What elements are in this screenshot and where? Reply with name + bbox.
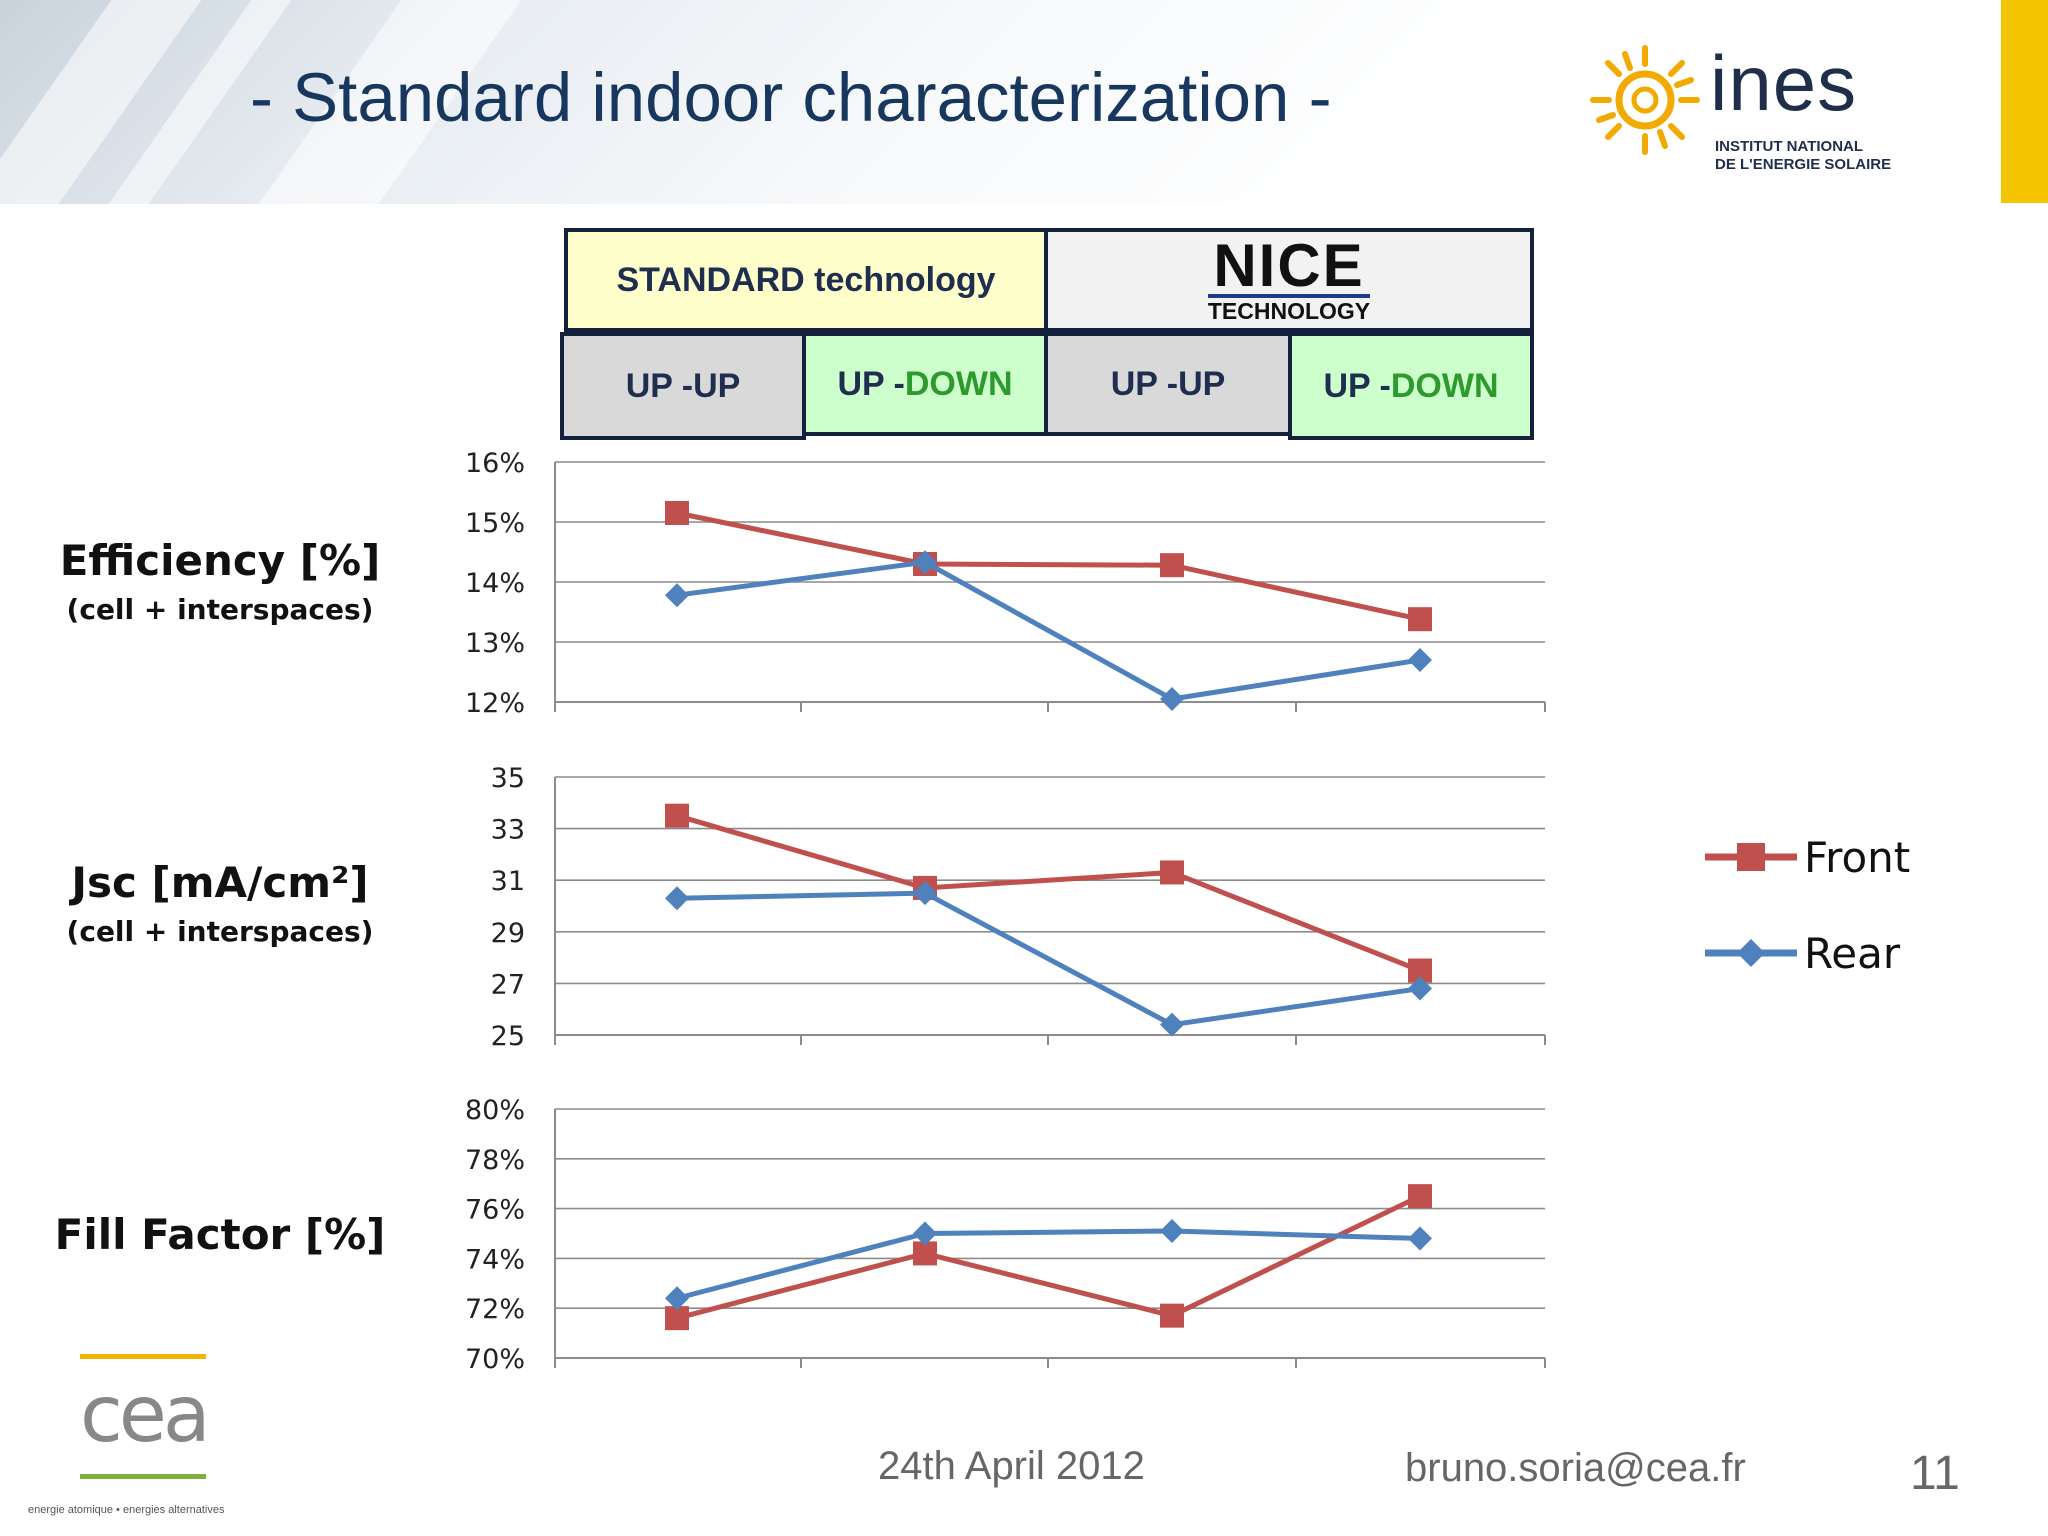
ines-logo: ines INSTITUT NATIONAL DE L'ENERGIE SOLA… [1585, 39, 1925, 180]
jsc-rear-point [1160, 1012, 1184, 1037]
jsc-ytick-label: 25 [491, 1021, 525, 1052]
footer-date: 24th April 2012 [878, 1444, 1145, 1488]
jsc-ytick-label: 27 [491, 969, 525, 1000]
legend-front-label: Front [1804, 833, 1910, 882]
ff-rear-point [913, 1221, 937, 1246]
efficiency-front-point [665, 501, 689, 525]
nice-technology-header: NICE TECHNOLOGY [1044, 228, 1534, 332]
efficiency-ytick-label: 13% [465, 628, 525, 659]
column-header-nice-up-up: UP - UP [1044, 332, 1292, 436]
jsc-ytick-label: 33 [491, 815, 525, 846]
page-number: 11 [1910, 1447, 1960, 1500]
ff-ytick-label: 70% [465, 1344, 525, 1375]
ff-ytick-label: 72% [465, 1294, 525, 1325]
ff-ytick-label: 80% [465, 1095, 525, 1126]
column-header-standard-up-down: UP - DOWN [802, 332, 1048, 436]
jsc-ytick-label: 29 [491, 918, 525, 949]
ff-rear-point [1408, 1226, 1432, 1251]
slide-title: - Standard indoor characterization - [250, 59, 1332, 136]
efficiency-label: Efficiency [%] (cell + interspaces) [59, 536, 381, 626]
legend-rear-marker [1737, 939, 1765, 967]
fill-factor-label: Fill Factor [%] [54, 1210, 386, 1259]
efficiency-ytick-label: 15% [465, 508, 525, 539]
jsc-series-front-line [676, 813, 1421, 973]
efficiency-rear-point [665, 583, 689, 608]
ff-ytick-label: 74% [465, 1244, 525, 1275]
efficiency-ytick-label: 14% [465, 568, 525, 599]
efficiency-rear-point [913, 550, 937, 575]
ff-series-rear-line [676, 1228, 1421, 1301]
accent-bar [2001, 0, 2048, 203]
nice-logo: NICE [1213, 231, 1365, 299]
jsc-rear-point [913, 881, 937, 906]
legend-rear-label: Rear [1804, 929, 1901, 978]
efficiency-rear-point [1408, 648, 1432, 672]
ff-front-point [1408, 1184, 1432, 1209]
efficiency-rear-point [1160, 687, 1184, 711]
efficiency-front-point [1408, 607, 1432, 632]
column-header-standard-up-up: UP - UP [560, 332, 806, 440]
ff-rear-point [1160, 1219, 1184, 1244]
jsc-series-rear-line [676, 890, 1421, 1028]
ines-subtitle: INSTITUT NATIONAL DE L'ENERGIE SOLAIRE [1715, 138, 1892, 173]
jsc-rear-point [1408, 976, 1432, 1001]
efficiency-series-rear-line [676, 559, 1421, 702]
jsc-label: Jsc [mA/cm²] (cell + interspaces) [66, 858, 374, 948]
ff-ytick-label: 78% [465, 1145, 525, 1176]
cea-logo-line-green [80, 1474, 206, 1479]
jsc-front-point [665, 803, 689, 828]
ff-rear-point [665, 1286, 689, 1311]
jsc-ytick-label: 31 [491, 866, 525, 897]
jsc-ytick-label: 35 [491, 763, 525, 794]
nice-logo-subtitle: TECHNOLOGY [1207, 293, 1371, 323]
cea-tagline: energie atomique • energies alternatives [28, 1504, 225, 1516]
ff-series-front-line [676, 1193, 1422, 1321]
ff-ytick-label: 76% [465, 1195, 525, 1226]
column-header-nice-up-down: UP - DOWN [1288, 332, 1534, 440]
efficiency-ytick-label: 12% [465, 688, 525, 719]
cea-wordmark: cea [80, 1370, 211, 1460]
efficiency-ytick-label: 16% [465, 448, 525, 479]
sun-icon [1590, 45, 1700, 155]
efficiency-front-point [1160, 553, 1184, 578]
ff-front-point [1160, 1303, 1184, 1328]
cea-logo: cea energie atomique • energies alternat… [28, 1352, 278, 1522]
jsc-front-point [1160, 860, 1184, 885]
legend-front-marker [1737, 843, 1765, 871]
standard-technology-header: STANDARD technology [564, 228, 1048, 332]
ines-wordmark: ines [1710, 39, 1858, 127]
jsc-rear-point [665, 886, 689, 911]
footer-email: bruno.soria@cea.fr [1405, 1446, 1746, 1490]
efficiency-series-front-line [676, 510, 1421, 622]
cea-logo-line-yellow [80, 1354, 206, 1359]
